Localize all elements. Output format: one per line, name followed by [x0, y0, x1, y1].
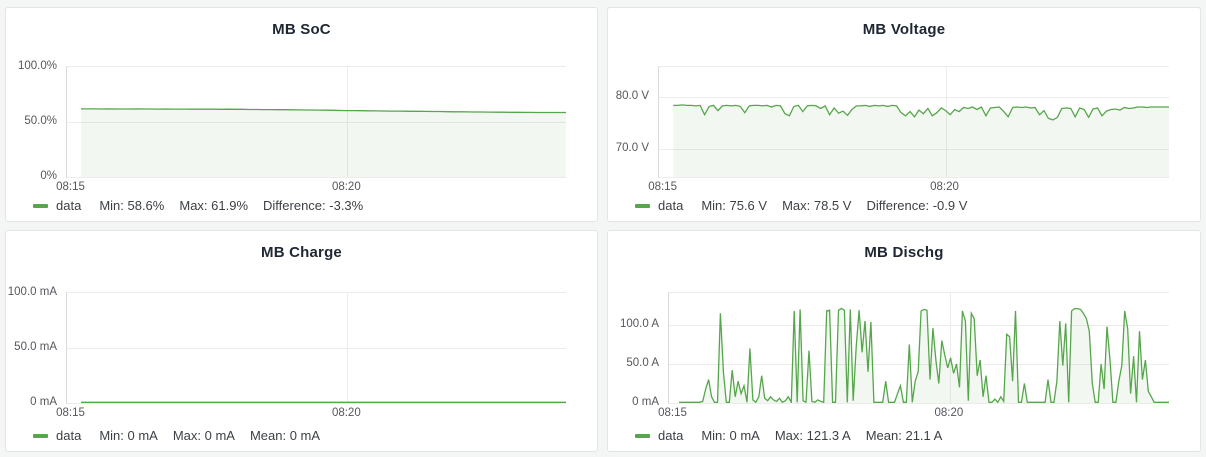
y-axis-tick-label: 100.0 A — [619, 317, 659, 330]
series-color-icon[interactable] — [635, 433, 650, 438]
y-gridline — [67, 122, 566, 123]
time-series-chart[interactable] — [669, 293, 1169, 403]
y-gridline — [67, 348, 566, 349]
x-gridline — [949, 293, 951, 403]
legend: data Min: 75.6 V Max: 78.5 V Difference:… — [635, 198, 982, 213]
legend-stat-min: Min: 75.6 V — [701, 198, 768, 213]
legend: data Min: 0 mA Max: 0 mA Mean: 0 mA — [33, 428, 335, 443]
legend-stat-min: Min: 0 mA — [99, 428, 158, 443]
y-axis-tick-label: 100.0 mA — [7, 286, 57, 298]
x-axis-tick-label: 08:15 — [56, 181, 85, 193]
legend-stat-mean: Mean: 21.1 A — [865, 428, 943, 443]
panel-mb-soc: MB SoC data Min: 58.6% Max: 61.9% Differ… — [5, 7, 598, 222]
time-series-chart[interactable] — [67, 67, 566, 177]
legend-stat-max: Max: 121.3 A — [774, 428, 851, 443]
y-axis-tick-label: 50.0 mA — [14, 341, 57, 353]
x-gridline — [347, 67, 349, 177]
x-axis-tick-label: 08:20 — [930, 181, 959, 193]
plot-area[interactable] — [658, 66, 1169, 178]
x-axis-tick-label: 08:20 — [331, 181, 361, 193]
series-name-label[interactable]: data — [56, 428, 82, 443]
y-gridline — [659, 148, 1169, 150]
x-axis-tick-label: 08:15 — [658, 407, 687, 419]
y-axis-tick-label: 50.0 A — [626, 356, 659, 369]
x-axis-tick-label: 08:15 — [648, 181, 677, 193]
legend-stat-difference: Difference: -0.9 V — [866, 198, 968, 213]
legend-stat-mean: Mean: 0 mA — [249, 428, 321, 443]
x-axis-tick-label: 08:20 — [934, 407, 964, 419]
panel-title[interactable]: MB Charge — [261, 244, 342, 261]
series-color-icon[interactable] — [33, 433, 48, 438]
legend-stat-difference: Difference: -3.3% — [263, 198, 364, 213]
time-series-chart[interactable] — [659, 67, 1169, 177]
y-axis-tick-label: 80.0 V — [615, 90, 649, 103]
y-axis-tick-label: 50.0% — [24, 115, 57, 127]
time-series-chart[interactable] — [67, 293, 566, 403]
series-name-label[interactable]: data — [658, 428, 684, 443]
y-gridline — [669, 324, 1169, 326]
y-axis-tick-label: 0% — [40, 170, 57, 182]
legend: data Min: 58.6% Max: 61.9% Difference: -… — [33, 198, 378, 213]
legend-stat-max: Max: 61.9% — [179, 198, 249, 213]
plot-area[interactable] — [66, 292, 566, 404]
legend-stat-max: Max: 78.5 V — [782, 198, 852, 213]
panel-mb-dischg: MB Dischg data Min: 0 mA Max: 121.3 A Me… — [607, 230, 1201, 452]
x-gridline — [945, 67, 947, 177]
plot-area[interactable] — [66, 66, 566, 178]
panel-title[interactable]: MB Dischg — [864, 244, 944, 261]
x-axis-tick-label: 08:15 — [56, 407, 85, 419]
x-gridline — [347, 293, 349, 403]
panel-title[interactable]: MB Voltage — [862, 21, 946, 38]
series-name-label[interactable]: data — [56, 198, 82, 213]
legend-stat-min: Min: 0 mA — [701, 428, 760, 443]
series-name-label[interactable]: data — [658, 198, 684, 213]
x-axis-tick-label: 08:20 — [331, 407, 361, 419]
legend: data Min: 0 mA Max: 121.3 A Mean: 21.1 A — [635, 428, 957, 443]
y-axis-tick-label: 100.0% — [17, 60, 57, 72]
y-axis-tick-label: 0 mA — [30, 396, 57, 408]
y-gridline — [659, 97, 1169, 99]
y-axis-tick-label: 70.0 V — [615, 141, 649, 154]
legend-stat-min: Min: 58.6% — [99, 198, 165, 213]
series-color-icon[interactable] — [635, 203, 650, 208]
panel-title[interactable]: MB SoC — [272, 21, 331, 38]
series-color-icon[interactable] — [33, 203, 48, 208]
panel-mb-charge: MB Charge data Min: 0 mA Max: 0 mA Mean:… — [5, 230, 598, 452]
plot-area[interactable] — [668, 292, 1169, 404]
panel-mb-voltage: MB Voltage data Min: 75.6 V Max: 78.5 V … — [607, 7, 1201, 222]
legend-stat-max: Max: 0 mA — [172, 428, 235, 443]
y-axis-tick-label: 0 mA — [632, 396, 659, 408]
